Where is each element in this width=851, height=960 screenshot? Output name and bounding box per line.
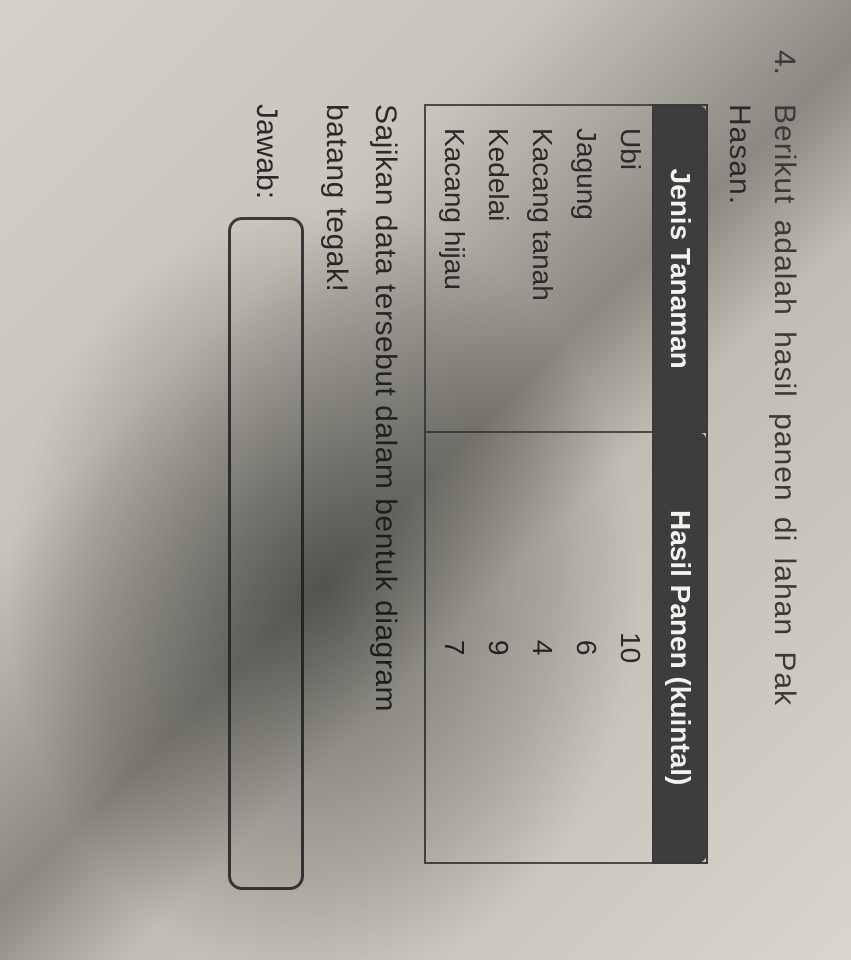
worksheet-page: 4. Berikut adalah hasil panen di lahan P… — [36, 30, 816, 930]
col-header-hasil: Hasil Panen (kuintal) — [653, 432, 707, 863]
cell-name: Ubi — [608, 105, 653, 432]
cell-name: Kedelai — [476, 105, 520, 432]
answer-row: Jawab: — [228, 104, 304, 890]
cell-name: Kacang tanah — [520, 105, 564, 432]
col-header-jenis: Jenis Tanaman — [653, 105, 707, 432]
table-row: Kedelai 9 — [476, 105, 520, 863]
question-number: 4. — [762, 50, 806, 86]
answer-box[interactable] — [228, 217, 304, 890]
cell-name: Kacang hijau — [425, 105, 476, 432]
harvest-table: Jenis Tanaman Hasil Panen (kuintal) Ubi … — [424, 104, 708, 864]
question-text-line1: Berikut adalah hasil panen di lahan Pak — [762, 104, 806, 890]
cell-value: 7 — [425, 432, 476, 863]
instruction-line1: Sajikan data tersebut dalam bentuk diagr… — [363, 104, 408, 890]
instruction-line2: batang tegak! — [314, 104, 359, 890]
table-row: Kacang hijau 7 — [425, 105, 476, 863]
cell-value: 9 — [476, 432, 520, 863]
cell-value: 4 — [520, 432, 564, 863]
cell-name: Jagung — [564, 105, 608, 432]
table-row: Jagung 6 — [564, 105, 608, 863]
question-line: 4. Berikut adalah hasil panen di lahan P… — [762, 50, 806, 890]
answer-label: Jawab: — [249, 104, 283, 199]
table-row: Ubi 10 — [608, 105, 653, 863]
table-row: Kacang tanah 4 — [520, 105, 564, 863]
cell-value: 6 — [564, 432, 608, 863]
cell-value: 10 — [608, 432, 653, 863]
table-header-row: Jenis Tanaman Hasil Panen (kuintal) — [653, 105, 707, 863]
question-text-line2: Hasan. — [722, 104, 756, 930]
